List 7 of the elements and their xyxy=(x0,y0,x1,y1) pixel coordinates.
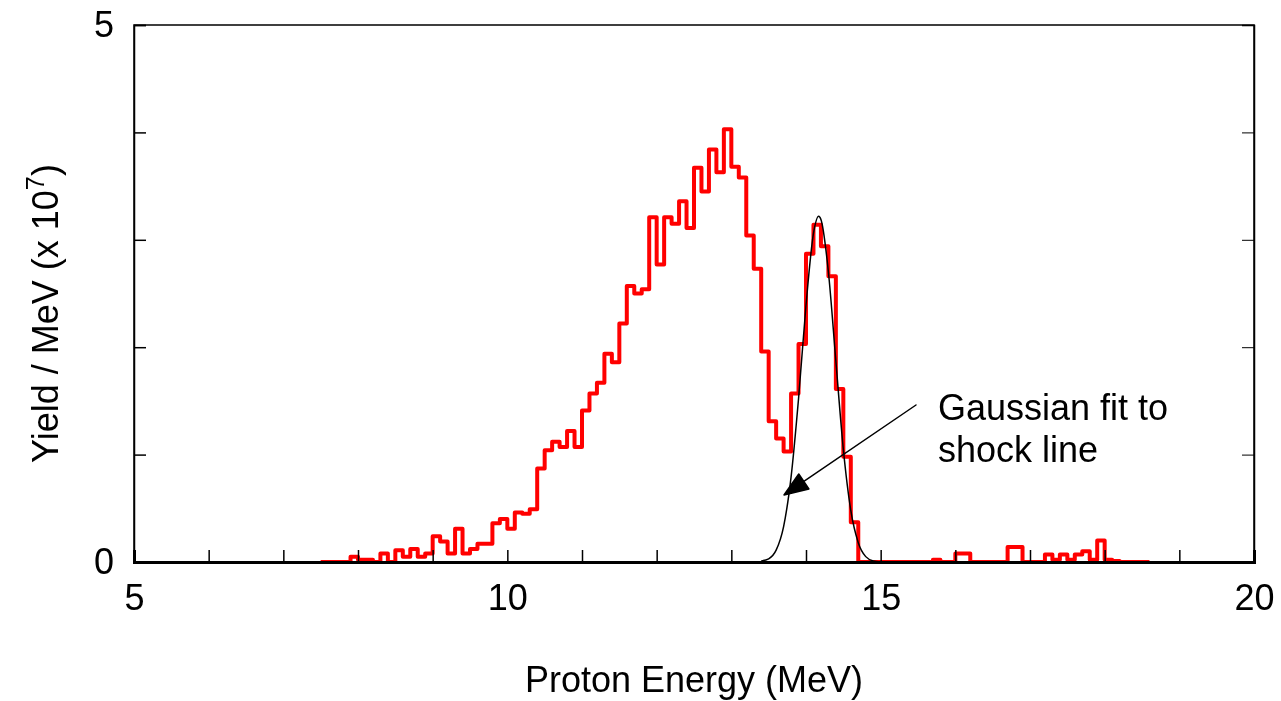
y-tick-label: 0 xyxy=(93,541,114,583)
x-tick-label: 5 xyxy=(124,576,145,618)
x-tick-label: 20 xyxy=(1234,576,1275,618)
x-tick-label: 15 xyxy=(861,576,902,618)
x-tick-label: 10 xyxy=(487,576,528,618)
annotation: Gaussian fit to shock line xyxy=(938,387,1169,470)
x-axis-title: Proton Energy (MeV) xyxy=(524,659,864,700)
